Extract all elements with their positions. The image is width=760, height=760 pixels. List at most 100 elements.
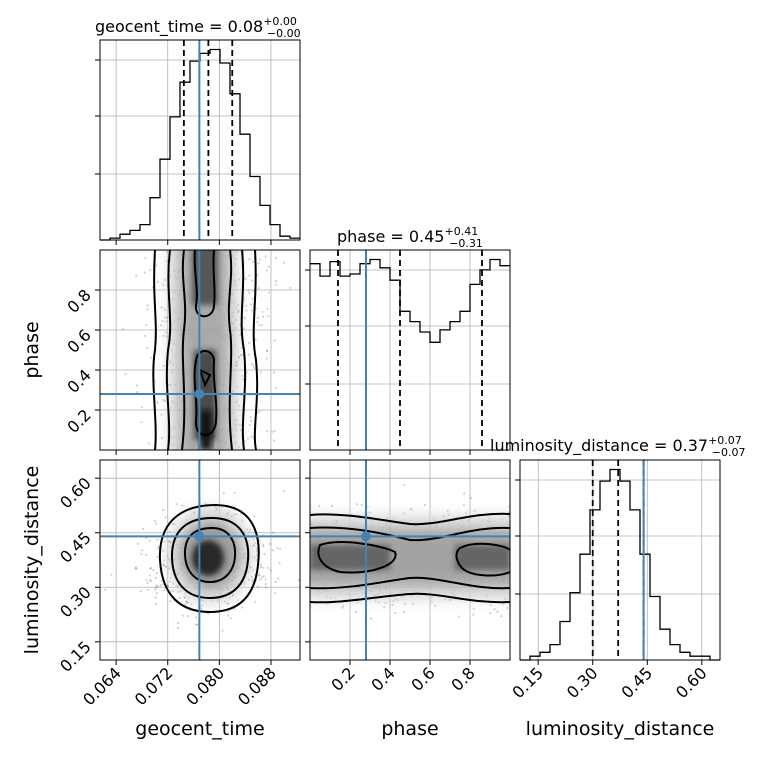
scatter-point [143,334,147,337]
scatter-point [266,430,269,433]
scatter-point [173,522,176,525]
scatter-point [260,563,263,566]
scatter-point [262,575,265,578]
scatter-point [251,297,254,300]
scatter-point [465,512,468,515]
scatter-point [330,504,334,508]
scatter-point [178,596,181,600]
scatter-point [222,492,225,495]
scatter-point [248,274,251,277]
x-axis-label-geocent-time: geocent_time [135,718,264,740]
scatter-point [251,363,254,366]
scatter-point [124,373,127,376]
scatter-point [273,429,276,432]
panel-frame [99,249,301,451]
histogram-step [520,468,720,661]
scatter-point [257,287,260,290]
scatter-point [251,289,254,293]
scatter-point [146,582,149,585]
scatter-point [402,610,405,614]
scatter-point [283,261,286,264]
scatter-point [142,527,145,531]
scatter-point [162,559,165,562]
scatter-point [473,509,476,512]
scatter-point [168,530,171,533]
scatter-point [242,327,245,330]
title-phase: phase = 0.45+0.41 −0.31 [337,225,483,250]
scatter-point [247,289,250,292]
scatter-point [166,585,170,588]
scatter-point [164,400,167,403]
scatter-point [195,616,198,619]
scatter-point [155,522,158,525]
scatter-point [163,540,166,544]
scatter-point [278,562,281,565]
scatter-point [194,623,197,626]
scatter-point [360,503,363,506]
x-tick-label: 0.15 [508,663,547,702]
scatter-point [252,538,255,541]
scatter-point [356,601,359,604]
x-tick-label: 0.080 [182,663,228,709]
scatter-point [258,323,261,326]
scatter-point [149,567,152,570]
scatter-point [502,603,505,606]
scatter-point [277,577,280,580]
scatter-point [155,592,158,595]
y-tick-label: 0.15 [56,637,95,676]
x-tick-label: 0.8 [447,663,478,694]
scatter-point [252,544,255,547]
scatter-point [184,603,187,606]
scatter-point [161,320,164,323]
scatter-point [233,491,236,494]
scatter-point [274,386,277,389]
scatter-point [155,584,158,587]
truth-marker [194,531,205,542]
scatter-point [156,280,159,283]
scatter-point [221,629,224,632]
scatter-point [384,601,387,605]
scatter-point [159,584,162,587]
scatter-point [146,308,149,311]
scatter-point [341,606,344,609]
scatter-point [146,346,149,349]
scatter-point [259,566,263,569]
scatter-point [240,353,243,356]
scatter-point [233,607,236,611]
scatter-point [297,579,300,582]
scatter-point [122,328,125,331]
scatter-point [370,617,373,620]
scatter-point [264,586,268,589]
scatter-point [248,353,251,356]
x-tick-label: 0.6 [407,663,438,694]
scatter-point [463,492,466,495]
scatter-point [244,278,247,281]
scatter-point [256,320,259,324]
scatter-point [162,563,165,566]
scatter-point [156,538,159,541]
scatter-point [262,566,265,569]
scatter-point [186,601,189,604]
panel-frame [309,459,511,661]
scatter-point [249,419,253,422]
scatter-point [248,424,251,427]
truth-marker [194,389,205,399]
scatter-geocent-time-vs-phase: 0.2 0.4 0.6 0.8 [63,249,301,455]
scatter-point [155,603,158,606]
truth-marker [361,531,371,542]
scatter-point [164,278,167,282]
scatter-point [272,531,275,534]
scatter-point [257,316,260,320]
scatter-point [141,549,144,552]
scatter-point [267,315,270,318]
scatter-point [259,371,262,374]
scatter-point [166,584,169,587]
scatter-point [163,589,166,592]
hist-geocent-time-panel [95,39,301,245]
scatter-point [259,539,262,542]
scatter-point [145,323,148,326]
scatter-point [259,578,262,581]
scatter-point [148,574,151,577]
scatter-point [154,596,157,599]
scatter-point [207,612,210,616]
